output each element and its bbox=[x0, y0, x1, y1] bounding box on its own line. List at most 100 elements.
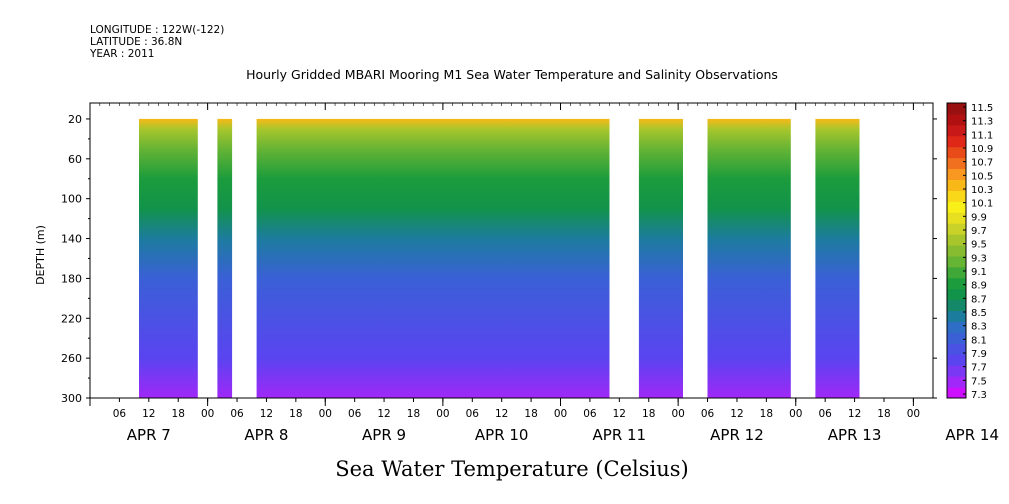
x-hour-label: 12 bbox=[142, 408, 155, 420]
colorbar: 7.3 7.5 7.7 7.9 8.1 8.3 8.5 8.7 8.9 9.1 9.3 9.5 9.7 9… bbox=[946, 102, 993, 401]
y-tick-label: 260 bbox=[61, 352, 82, 365]
colorbar-swatch bbox=[947, 234, 966, 246]
x-day-label: APR 10 bbox=[475, 426, 529, 444]
x-hour-label: 06 bbox=[466, 408, 480, 420]
colorbar-label: 10.9 bbox=[971, 144, 993, 155]
colorbar-label: 8.7 bbox=[971, 294, 987, 305]
x-day-label: APR 11 bbox=[593, 426, 647, 444]
x-hour-label: 12 bbox=[613, 408, 626, 420]
x-hour-label: 18 bbox=[172, 408, 185, 420]
x-hour-label: 12 bbox=[495, 408, 508, 420]
x-hour-label: 12 bbox=[377, 408, 390, 420]
colorbar-swatch bbox=[947, 190, 966, 202]
x-hour-label: 18 bbox=[760, 408, 773, 420]
y-tick-label: 100 bbox=[61, 193, 82, 206]
x-hour-label: 00 bbox=[319, 408, 332, 420]
colorbar-swatch bbox=[947, 223, 966, 235]
colorbar-swatch bbox=[947, 310, 966, 323]
data-segment-6 bbox=[815, 118, 860, 399]
colorbar-swatch bbox=[947, 146, 966, 159]
colorbar-label: 7.9 bbox=[971, 349, 987, 360]
colorbar-label: 10.3 bbox=[971, 185, 993, 196]
x-hour-label: 00 bbox=[201, 408, 214, 420]
colorbar-swatch bbox=[947, 343, 966, 355]
colorbar-swatch bbox=[947, 387, 966, 399]
colorbar-swatch bbox=[947, 168, 966, 180]
x-hour-label: 06 bbox=[230, 408, 244, 420]
x-hour-label: 18 bbox=[407, 408, 420, 420]
x-day-label: APR 8 bbox=[244, 426, 288, 444]
y-tick-label: 60 bbox=[68, 153, 82, 166]
colorbar-label: 9.1 bbox=[971, 267, 987, 278]
chart-title: Hourly Gridded MBARI Mooring M1 Sea Wate… bbox=[246, 67, 778, 82]
colorbar-swatch bbox=[947, 288, 966, 301]
data-segment-5 bbox=[707, 118, 791, 399]
x-hour-label: 00 bbox=[789, 408, 802, 420]
x-hour-label: 18 bbox=[877, 408, 890, 420]
colorbar-swatch bbox=[947, 376, 966, 388]
colorbar-label: 9.9 bbox=[971, 212, 987, 223]
x-hour-label: 06 bbox=[701, 408, 715, 420]
x-hour-label: 18 bbox=[642, 408, 655, 420]
colorbar-label: 8.1 bbox=[971, 335, 987, 346]
x-hour-label: 12 bbox=[260, 408, 273, 420]
colorbar-label: 8.3 bbox=[971, 322, 987, 333]
x-hour-label: 06 bbox=[113, 408, 127, 420]
colorbar-label: 10.5 bbox=[971, 171, 993, 182]
data-segment-3 bbox=[256, 118, 610, 399]
x-hour-label: 06 bbox=[348, 408, 362, 420]
colorbar-swatch bbox=[947, 135, 966, 148]
colorbar-swatch bbox=[947, 321, 966, 333]
colorbar-label: 11.3 bbox=[971, 117, 993, 128]
year-label: YEAR : 2011 bbox=[90, 48, 155, 60]
colorbar-swatch bbox=[947, 179, 966, 191]
colorbar-frame bbox=[946, 102, 967, 399]
y-tick-label: 20 bbox=[68, 113, 82, 126]
colorbar-swatch bbox=[947, 266, 966, 279]
colorbar-swatch bbox=[947, 212, 966, 224]
x-hour-label: 06 bbox=[818, 408, 832, 420]
x-hour-label: 00 bbox=[671, 408, 684, 420]
colorbar-swatch bbox=[947, 124, 966, 137]
colorbar-swatch bbox=[947, 354, 966, 366]
colorbar-label: 10.7 bbox=[971, 158, 993, 169]
colorbar-label: 11.5 bbox=[971, 103, 993, 114]
y-tick-label: 300 bbox=[61, 392, 82, 405]
x-day-label: APR 14 bbox=[945, 426, 999, 444]
data-segment-4 bbox=[638, 118, 683, 399]
longitude-label: LONGITUDE : 122W(-122) bbox=[90, 24, 225, 36]
x-day-label: APR 12 bbox=[710, 426, 764, 444]
x-hour-label: 18 bbox=[524, 408, 537, 420]
x-hour-label: 00 bbox=[436, 408, 449, 420]
y-tick-label: 180 bbox=[61, 272, 82, 285]
x-hour-label: 18 bbox=[289, 408, 302, 420]
colorbar-label: 11.1 bbox=[971, 130, 993, 141]
colorbar-swatch bbox=[947, 245, 966, 257]
x-hour-label: 12 bbox=[730, 408, 743, 420]
data-segment-1 bbox=[139, 118, 198, 399]
latitude-label: LATITUDE : 36.8N bbox=[90, 36, 183, 48]
colorbar-swatch bbox=[947, 103, 966, 115]
colorbar-label: 9.7 bbox=[971, 226, 987, 237]
colorbar-swatch bbox=[947, 201, 966, 213]
x-day-label: APR 7 bbox=[127, 426, 171, 444]
colorbar-label: Sea Water Temperature (Celsius) bbox=[335, 457, 689, 481]
colorbar-label: 9.5 bbox=[971, 240, 987, 251]
x-hour-label: 12 bbox=[848, 408, 861, 420]
colorbar-swatch bbox=[947, 113, 966, 126]
x-day-label: APR 13 bbox=[828, 426, 882, 444]
plot-area bbox=[139, 118, 860, 399]
axes: 20 60 100 140 180 220 260 300 06 12 18 00 06 12 18 00 06… bbox=[61, 102, 999, 444]
colorbar-label: 7.3 bbox=[971, 390, 987, 401]
colorbar-swatch bbox=[947, 277, 966, 290]
colorbar-label: 10.1 bbox=[971, 199, 993, 210]
colorbar-label: 7.7 bbox=[971, 363, 987, 374]
colorbar-swatch bbox=[947, 299, 966, 312]
colorbar-label: 7.5 bbox=[971, 376, 987, 387]
colorbar-label: 9.3 bbox=[971, 253, 987, 264]
colorbar-label: 8.5 bbox=[971, 308, 987, 319]
colorbar-swatch bbox=[947, 157, 966, 170]
x-hour-label: 06 bbox=[583, 408, 597, 420]
y-tick-label: 140 bbox=[61, 233, 82, 246]
